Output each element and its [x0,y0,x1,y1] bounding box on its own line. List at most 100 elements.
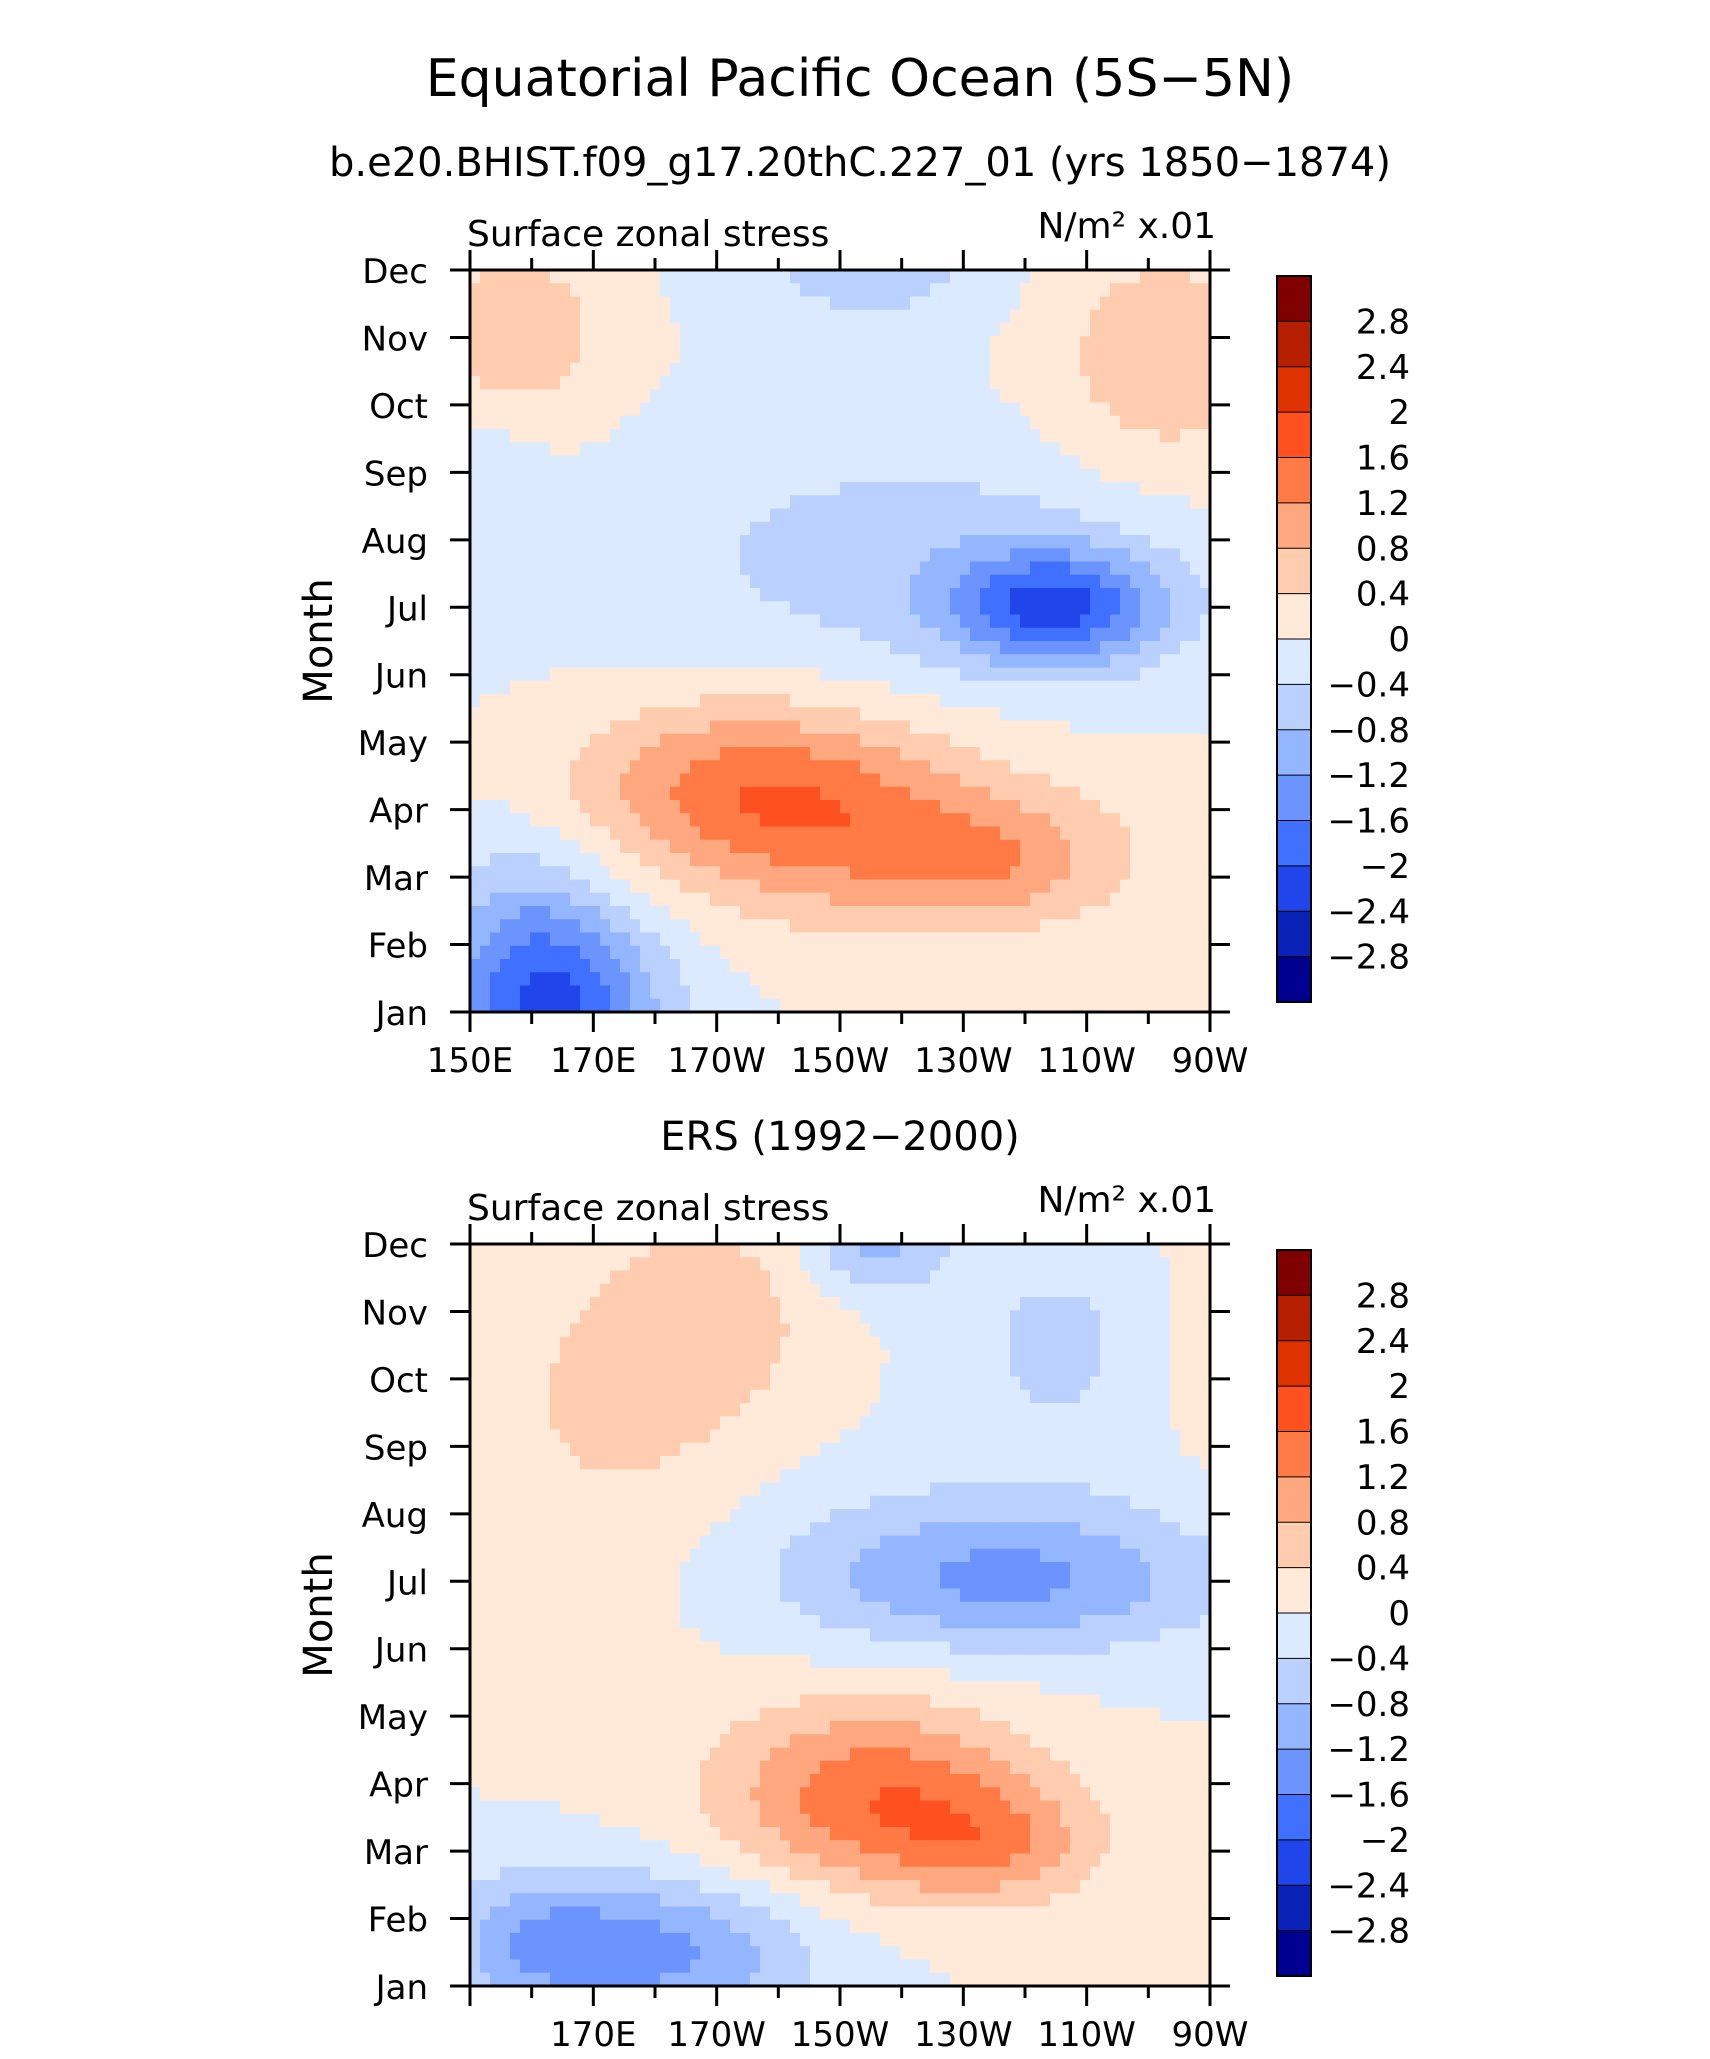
contour-cell [500,680,511,695]
contour-cell [610,1283,621,1298]
contour-cell [490,800,501,814]
contour-cell [740,495,751,510]
contour-cell [1020,879,1031,894]
contour-cell [610,1363,621,1378]
contour-cell [870,906,881,920]
contour-cell [720,270,731,284]
contour-cell [1010,270,1021,284]
contour-cell [980,866,991,881]
contour-cell [930,892,941,907]
contour-cell [880,707,891,722]
contour-cell [1050,535,1061,549]
contour-cell [940,1323,951,1338]
contour-cell [730,495,741,510]
contour-cell [540,336,551,351]
contour-cell [520,1323,531,1338]
contour-cell [720,985,731,1000]
contour-cell [900,998,911,1012]
contour-cell [1100,680,1111,695]
contour-cell [500,667,511,682]
contour-cell [660,733,671,748]
contour-cell [830,1363,841,1378]
contour-cell [1160,362,1171,377]
contour-cell [710,1336,721,1351]
contour-cell [480,1283,491,1298]
contour-cell [520,588,531,602]
contour-cell [470,932,481,947]
contour-cell [1200,588,1210,602]
contour-cell [950,376,961,390]
contour-cell [620,866,631,881]
contour-cell [1180,627,1191,642]
contour-cell [780,309,791,324]
contour-cell [1020,866,1031,881]
contour-cell [1130,760,1141,775]
contour-cell [1180,1283,1191,1298]
contour-cell [620,972,631,987]
contour-cell [800,614,811,629]
contour-cell [700,1363,711,1378]
contour-cell [1120,839,1131,854]
contour-cell [1130,1283,1141,1298]
contour-cell [650,839,661,854]
contour-cell [920,906,931,920]
contour-cell [820,826,831,841]
contour-cell [930,389,941,404]
contour-cell [620,760,631,775]
contour-cell [910,588,921,602]
contour-cell [540,1257,551,1272]
contour-cell [880,283,891,298]
contour-cell [1080,839,1091,854]
contour-cell [900,1270,911,1285]
contour-cell [950,323,961,337]
contour-cell [610,455,621,470]
contour-cell [1040,495,1051,510]
contour-cell [710,601,721,616]
contour-cell [880,1244,891,1258]
contour-cell [890,1350,901,1364]
contour-cell [1150,574,1161,589]
contour-cell [830,1323,841,1338]
contour-cell [1150,627,1161,642]
contour-cell [620,919,631,934]
contour-cell [490,442,501,457]
contour-cell [1160,773,1171,788]
contour-cell [1060,561,1071,576]
contour-cell [840,362,851,377]
contour-cell [510,760,521,775]
contour-cell [660,919,671,934]
contour-cell [670,654,681,669]
contour-cell [980,323,991,337]
contour-cell [650,786,661,801]
contour-cell [1200,998,1210,1012]
contour-cell [1080,402,1091,417]
contour-cell [1040,641,1051,655]
contour-cell [1020,283,1031,298]
contour-cell [500,839,511,854]
contour-cell [560,866,571,881]
contour-cell [930,296,941,311]
contour-cell [800,853,811,867]
contour-cell [1020,906,1031,920]
contour-cell [930,588,941,602]
contour-cell [680,535,691,549]
contour-cell [870,535,881,549]
contour-cell [680,720,691,735]
contour-cell [540,1336,551,1351]
contour-cell [570,998,581,1012]
contour-cell [1130,1323,1141,1338]
colorbar-label: −2.4 [1327,892,1410,932]
contour-cell [530,747,541,761]
contour-cell [870,561,881,576]
contour-cell [830,839,841,854]
contour-cell [590,892,601,907]
contour-cell [890,773,901,788]
contour-cell [1020,323,1031,337]
contour-cell [1160,707,1171,722]
contour-cell [650,733,661,748]
contour-cell [670,945,681,960]
contour-cell [740,1323,751,1338]
contour-cell [1020,892,1031,907]
contour-cell [1110,429,1121,443]
contour-cell [900,800,911,814]
